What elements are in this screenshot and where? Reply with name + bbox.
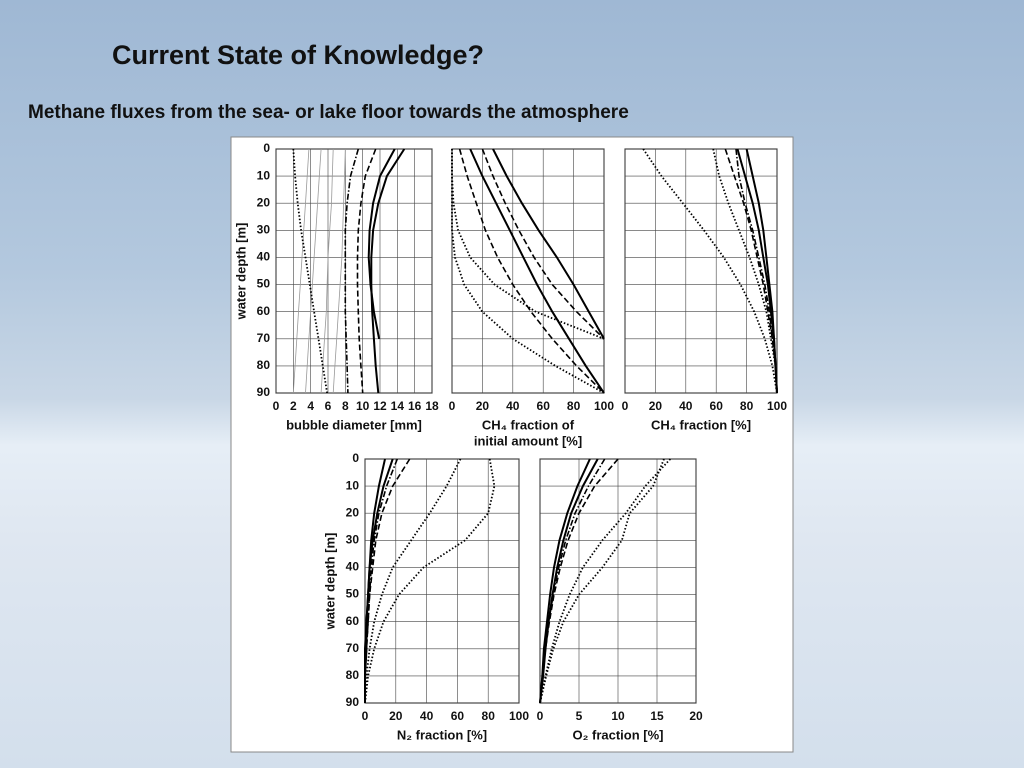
x-tick-label: 20 <box>689 709 703 723</box>
profile-line <box>292 148 310 394</box>
x-axis-label: N₂ fraction [%] <box>397 727 487 742</box>
x-tick-label: 6 <box>325 399 332 413</box>
x-tick-label: 0 <box>537 709 544 723</box>
x-tick-label: 14 <box>391 399 405 413</box>
x-tick-label: 18 <box>425 399 439 413</box>
profile-line <box>305 148 322 394</box>
x-tick-label: 16 <box>408 399 422 413</box>
x-tick-label: 0 <box>449 399 456 413</box>
x-tick-label: 80 <box>567 399 581 413</box>
x-axis-label: initial amount [%] <box>474 433 582 448</box>
slide-subtitle: Methane fluxes from the sea- or lake flo… <box>28 102 629 123</box>
x-tick-label: 40 <box>506 399 520 413</box>
y-tick-label: 0 <box>263 141 270 155</box>
x-tick-label: 60 <box>537 399 551 413</box>
y-tick-label: 20 <box>257 195 271 209</box>
x-tick-label: 8 <box>342 399 349 413</box>
y-tick-label: 80 <box>346 668 360 682</box>
profile-line <box>712 148 778 394</box>
y-tick-label: 90 <box>257 385 271 399</box>
y-tick-label: 60 <box>257 304 271 318</box>
y-tick-label: 40 <box>257 250 271 264</box>
x-axis-label: O₂ fraction [%] <box>573 727 664 742</box>
x-tick-label: 20 <box>649 399 663 413</box>
x-tick-label: 5 <box>576 709 583 723</box>
y-tick-label: 80 <box>257 358 271 372</box>
x-tick-label: 60 <box>451 709 465 723</box>
profile-line <box>364 458 399 703</box>
x-axis-label: bubble diameter [mm] <box>286 417 422 432</box>
x-axis-label: CH₄ fraction [%] <box>651 417 751 432</box>
x-tick-label: 0 <box>273 399 280 413</box>
profile-line <box>332 148 346 394</box>
slide-title: Current State of Knowledge? <box>112 40 485 70</box>
y-tick-label: 0 <box>352 451 359 465</box>
profile-line <box>344 148 360 394</box>
profile-line <box>539 458 665 704</box>
x-tick-label: 60 <box>710 399 724 413</box>
y-axis-label: water depth [m] <box>322 533 337 631</box>
profile-line <box>370 148 406 394</box>
x-tick-label: 40 <box>679 399 693 413</box>
y-tick-label: 50 <box>346 587 360 601</box>
profile-line <box>642 148 778 394</box>
y-tick-label: 70 <box>257 331 271 345</box>
x-tick-label: 20 <box>476 399 490 413</box>
profile-line <box>492 148 605 340</box>
y-tick-label: 40 <box>346 560 360 574</box>
profile-line <box>481 148 605 340</box>
y-tick-label: 30 <box>257 223 271 237</box>
profile-line <box>539 458 606 704</box>
y-tick-label: 10 <box>346 478 360 492</box>
y-tick-label: 50 <box>257 277 271 291</box>
profile-line <box>539 458 591 704</box>
profile-line <box>364 458 496 704</box>
profile-line <box>364 458 462 704</box>
y-tick-label: 20 <box>346 505 360 519</box>
x-tick-label: 0 <box>362 709 369 723</box>
y-axis-label: water depth [m] <box>233 223 248 321</box>
y-tick-label: 70 <box>346 641 360 655</box>
x-tick-label: 40 <box>420 709 434 723</box>
x-tick-label: 80 <box>740 399 754 413</box>
profile-line <box>292 148 328 394</box>
x-tick-label: 100 <box>509 709 529 723</box>
profile-line <box>539 458 671 704</box>
profile-line <box>451 149 605 394</box>
x-axis-label: CH₄ fraction of <box>482 417 575 432</box>
y-tick-label: 90 <box>346 695 360 709</box>
x-tick-label: 4 <box>307 399 314 413</box>
y-tick-label: 30 <box>346 533 360 547</box>
x-tick-label: 2 <box>290 399 297 413</box>
x-tick-label: 10 <box>356 399 370 413</box>
x-tick-label: 100 <box>594 399 614 413</box>
profile-line <box>539 458 619 704</box>
x-tick-label: 100 <box>767 399 787 413</box>
profile-line <box>469 148 605 394</box>
x-tick-label: 80 <box>482 709 496 723</box>
x-tick-label: 0 <box>622 399 629 413</box>
x-tick-label: 15 <box>650 709 664 723</box>
figure-panel <box>230 136 794 753</box>
x-tick-label: 12 <box>373 399 387 413</box>
y-tick-label: 10 <box>257 168 271 182</box>
profile-line <box>320 148 334 394</box>
profile-line <box>458 148 605 394</box>
y-tick-label: 60 <box>346 614 360 628</box>
profile-line <box>367 148 396 339</box>
x-tick-label: 10 <box>611 709 625 723</box>
x-tick-label: 20 <box>389 709 403 723</box>
profile-line <box>735 148 778 394</box>
